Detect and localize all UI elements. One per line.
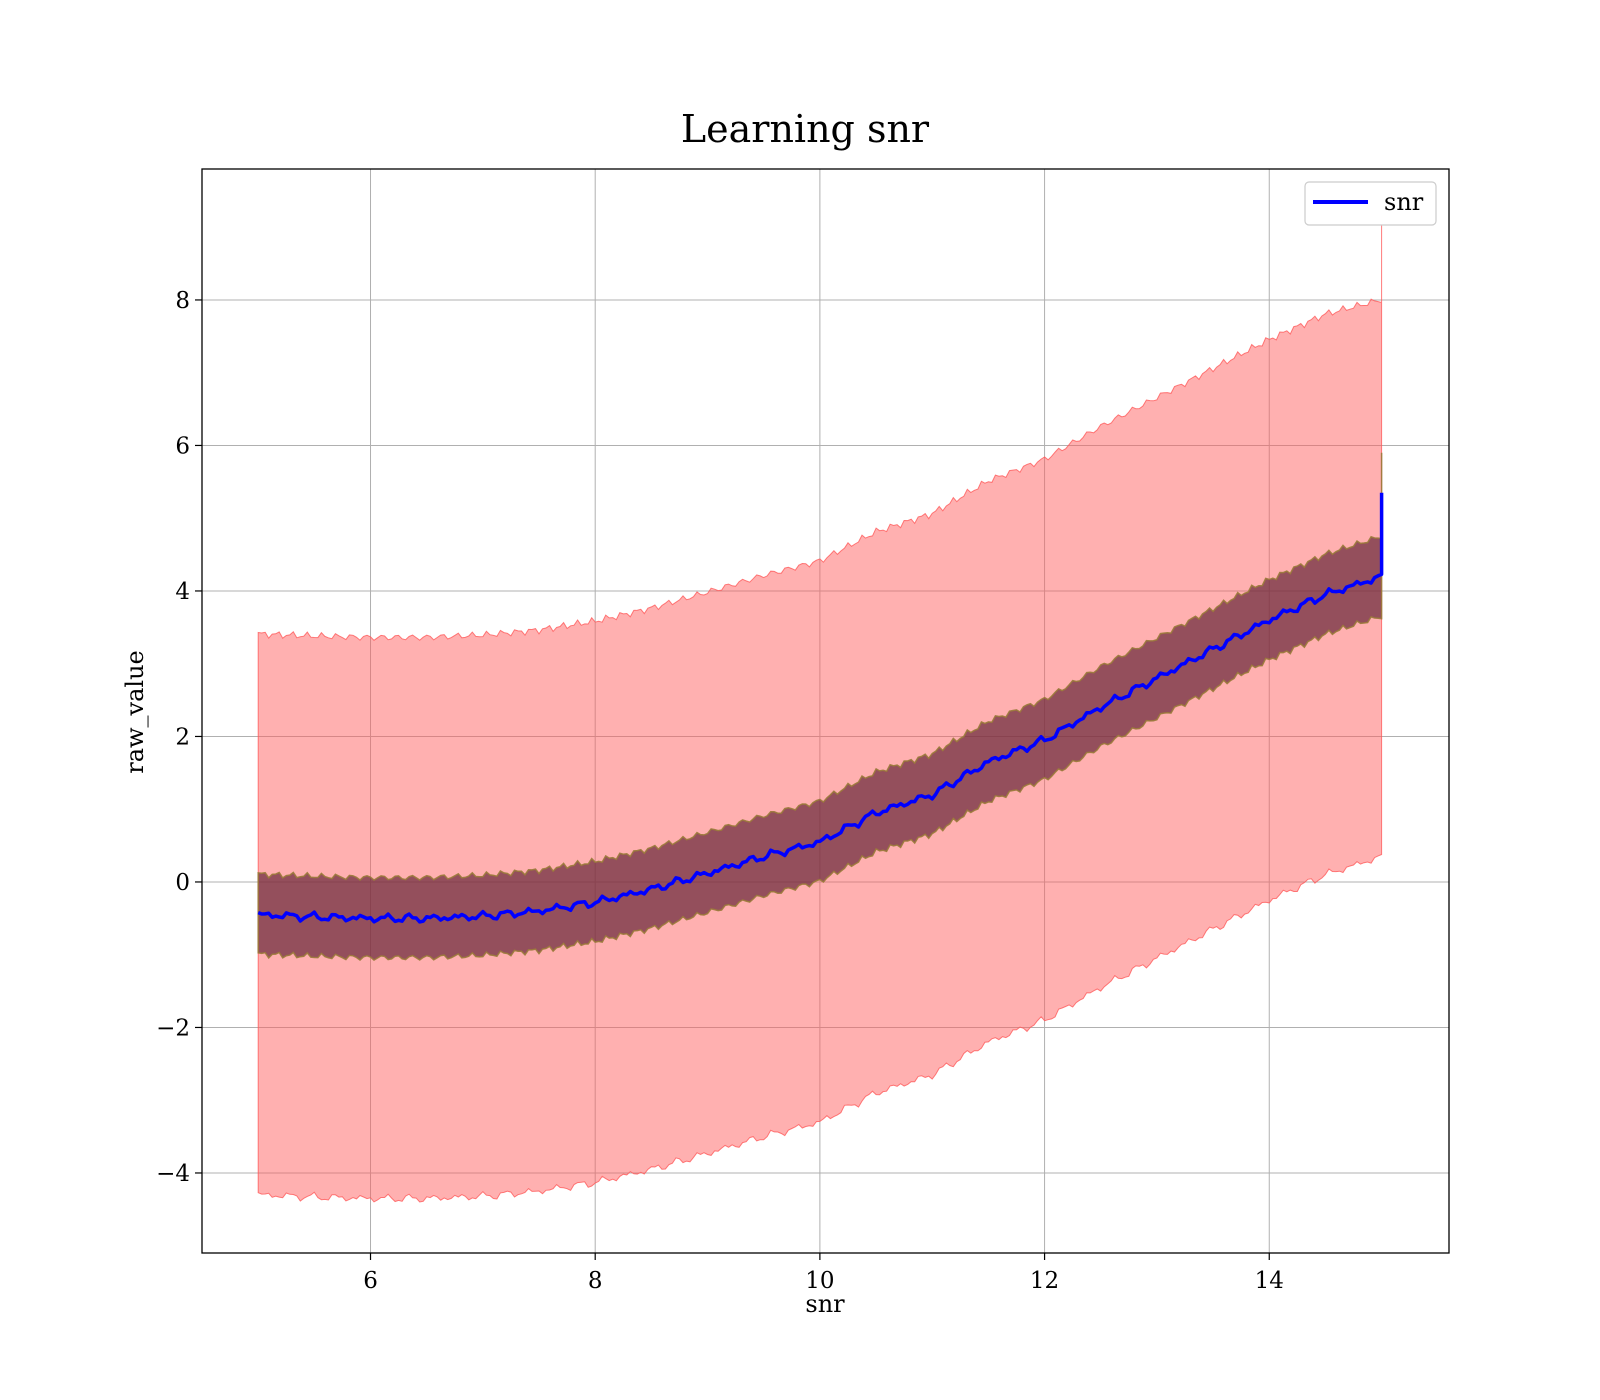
- y-tick-label: 2: [175, 724, 190, 750]
- legend: snr: [1304, 181, 1437, 226]
- chart-title: Learning snr: [681, 107, 930, 151]
- x-tick-label: 6: [363, 1268, 378, 1294]
- grid: [202, 169, 1449, 1253]
- y-tick-label: 8: [175, 288, 190, 314]
- y-tick-label: 4: [175, 579, 190, 605]
- series-lines: [257, 492, 1384, 924]
- x-axis-label: snr: [805, 1290, 845, 1318]
- y-axis-label: raw_value: [121, 650, 149, 774]
- x-tick-label: 12: [1030, 1268, 1059, 1294]
- legend-box: [1304, 181, 1437, 226]
- legend-entry-snr: snr: [1384, 188, 1424, 216]
- y-tick-label: 0: [175, 870, 190, 896]
- y-tick-label: −2: [156, 1015, 190, 1041]
- x-tick-label: 10: [805, 1268, 834, 1294]
- x-tick-label: 8: [588, 1268, 603, 1294]
- ticks: 6 8 10 12 14 −4 −2 0 2 4 6 8: [156, 288, 1284, 1294]
- y-tick-label: −4: [156, 1161, 190, 1187]
- y-tick-label: 6: [175, 433, 190, 459]
- x-tick-label: 14: [1255, 1268, 1284, 1294]
- plot-frame: [201, 168, 1450, 1254]
- series-line-snr: [257, 492, 1384, 924]
